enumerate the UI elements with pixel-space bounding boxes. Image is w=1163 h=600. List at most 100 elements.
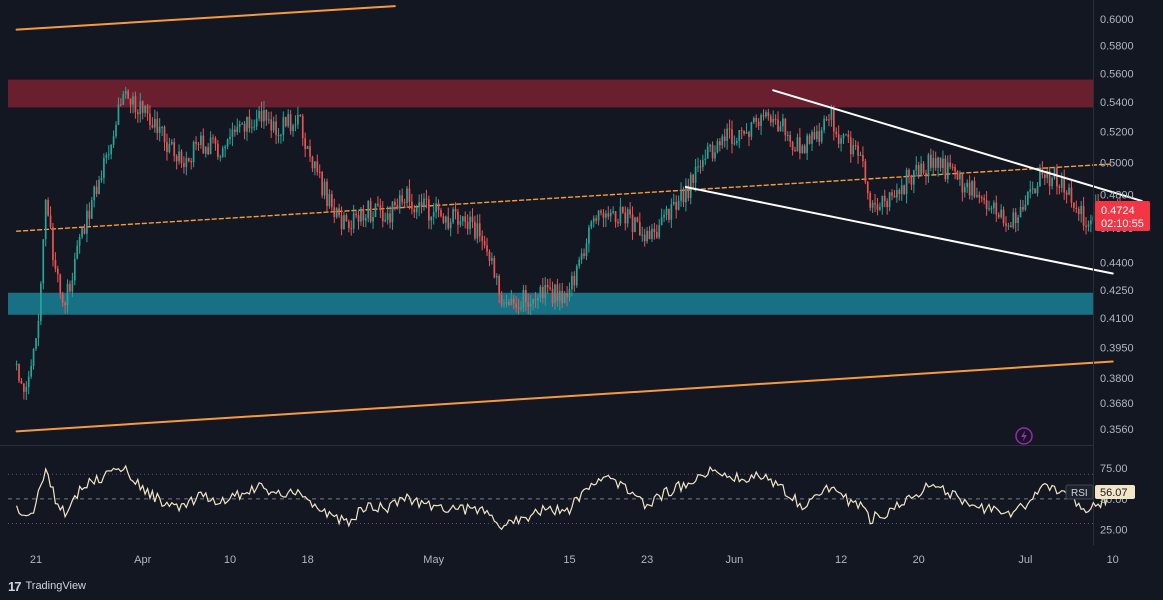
candle — [491, 252, 493, 265]
candle-body — [626, 209, 629, 224]
candle — [597, 209, 600, 226]
candle — [612, 206, 614, 215]
candle — [1046, 168, 1049, 184]
candle-body — [976, 194, 978, 197]
candle-body — [646, 230, 648, 242]
candle-body — [107, 154, 110, 156]
candle-body — [634, 217, 636, 233]
candle — [314, 161, 316, 176]
candle-body — [735, 140, 738, 144]
candle — [64, 301, 66, 314]
candle — [95, 180, 98, 198]
candle — [949, 154, 952, 170]
candle — [677, 195, 680, 211]
candle-body — [471, 216, 474, 223]
candle — [163, 125, 166, 151]
candle — [413, 204, 416, 219]
tradingview-branding[interactable]: 17 TradingView — [8, 578, 86, 594]
candle — [643, 228, 646, 247]
candle — [335, 207, 338, 219]
candle — [212, 134, 214, 144]
candle — [740, 127, 743, 140]
candle — [115, 121, 117, 139]
candle-body — [791, 141, 794, 150]
candle-body — [1075, 207, 1078, 209]
candle — [110, 144, 113, 160]
candle-body — [619, 206, 622, 224]
candle — [551, 281, 554, 307]
candle — [668, 208, 670, 223]
candle-body — [500, 295, 503, 305]
candle-body — [723, 136, 726, 141]
candle — [750, 121, 753, 141]
candle-body — [595, 218, 598, 221]
candle-body — [784, 118, 787, 136]
candle — [241, 122, 243, 125]
candle — [769, 113, 772, 127]
candle-body — [525, 290, 527, 303]
candle — [988, 200, 990, 212]
candle — [908, 168, 910, 184]
candle — [1090, 214, 1092, 233]
candle — [592, 215, 595, 228]
candle — [682, 186, 685, 208]
candle-body — [71, 280, 74, 292]
candle-body — [554, 284, 556, 304]
candle — [224, 144, 226, 158]
candle-body — [900, 185, 903, 195]
candle-body — [592, 218, 595, 222]
candle — [144, 104, 146, 117]
candle-body — [665, 208, 668, 215]
candle-body — [779, 126, 782, 132]
candle — [270, 111, 273, 138]
candle — [529, 294, 532, 316]
candle — [568, 282, 571, 302]
candle-body — [842, 134, 845, 139]
candle-body — [590, 221, 593, 228]
candle — [915, 156, 918, 177]
candle-body — [765, 112, 767, 117]
candle — [54, 252, 57, 273]
candle-body — [704, 158, 707, 161]
candle — [1065, 190, 1068, 204]
candle — [796, 133, 799, 152]
time-tick-label: 18 — [301, 554, 313, 566]
candle-body — [653, 228, 656, 233]
candle — [309, 139, 311, 162]
candle — [680, 182, 682, 207]
time-tick-label: May — [423, 554, 444, 566]
candle — [527, 293, 530, 315]
candle — [483, 235, 486, 249]
candle — [525, 285, 527, 312]
candle-body — [597, 210, 600, 221]
time-tick-label: 20 — [913, 554, 925, 566]
candle — [331, 190, 333, 213]
candle — [197, 142, 200, 151]
candle-body — [1010, 225, 1012, 228]
candle-body — [47, 199, 49, 216]
candle — [478, 214, 481, 243]
candle — [624, 206, 627, 231]
lightning-icon[interactable] — [1015, 427, 1033, 445]
candle — [925, 169, 927, 185]
channel-layer — [15, 5, 1114, 433]
candle — [367, 200, 370, 223]
candle-body — [786, 135, 789, 137]
price-tick-label: 0.4400 — [1100, 258, 1134, 270]
candle-body — [600, 210, 602, 213]
candle — [20, 378, 23, 385]
candle-body — [275, 121, 277, 136]
resistance-zone — [8, 79, 1093, 108]
time-axis[interactable]: 21 Apr 10 18 May 15 23 Jun 12 20 Jul 10 — [30, 554, 1119, 566]
candle — [563, 290, 566, 304]
candle — [879, 202, 881, 212]
candle — [464, 211, 467, 229]
candle — [956, 170, 959, 181]
candle — [355, 209, 357, 219]
candle — [263, 100, 265, 129]
price-tick-label: 0.4250 — [1100, 285, 1134, 297]
candle — [731, 120, 733, 154]
candle-body — [323, 181, 326, 196]
